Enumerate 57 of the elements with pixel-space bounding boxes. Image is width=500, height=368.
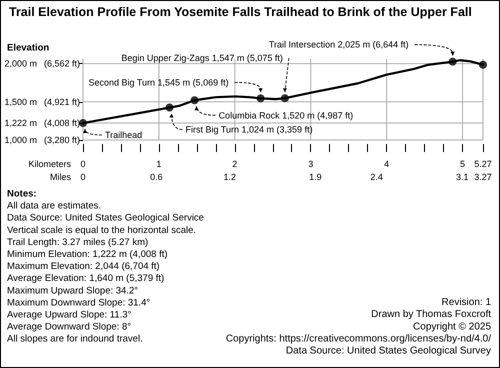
text: Drawn by Thomas Foxcroft	[371, 309, 492, 320]
text: Revision: 1	[442, 297, 492, 308]
y-tick-label: 1,000 m	[4, 135, 37, 145]
annotation: First Big Turn 1,024 m (3,359 ft)	[186, 124, 313, 135]
text: All data are estimates.	[7, 200, 101, 212]
annotation: Begin Upper Zig-Zags 1,547 m (5,075 ft)	[121, 53, 283, 64]
text: Average Upward Slope: 11.3°	[7, 310, 132, 320]
x-tick-label: 5	[460, 159, 466, 169]
text: All slopes are for indound travel.	[7, 334, 143, 345]
x-tick-label: 1	[156, 159, 162, 169]
y-axis-title: Elevation	[7, 42, 50, 54]
y-tick-label: 1,500 m	[4, 96, 37, 107]
annotation: Columbia Rock 1,520 m (4,987 ft)	[218, 110, 354, 120]
x2-tick-label: 2.4	[370, 172, 383, 182]
point	[79, 119, 87, 128]
text: Minimum Elevation: 1,222 m (4,008 ft)	[7, 249, 168, 260]
text: Vertical scale is equal to the horizontal scale.	[7, 224, 196, 236]
source-note: Data Source: United States Geological Survey	[286, 346, 491, 356]
y-tick-label: 2,000 m	[4, 58, 37, 69]
x-tick-label: 2	[232, 159, 238, 169]
text: Maximum Elevation: 2,044 (6,704 ft)	[7, 261, 160, 272]
x2-tick-label: 3.1	[456, 172, 468, 182]
x-tick-label: 3	[308, 159, 314, 169]
chart-title: Trail Elevation Profile From Yosemite Falls Trailhead to Brink of the Upper Fall	[9, 5, 472, 19]
y2-tick-label: (4,921 ft)	[44, 96, 80, 107]
point	[166, 104, 174, 112]
text: Average Elevation: 1,640 m (5,379 ft)	[7, 273, 164, 284]
annotation: Trail Intersection 2,025 m (6,644 ft)	[268, 40, 409, 50]
text: Maximum Upward Slope: 34.2°	[7, 285, 138, 296]
text: Average Downward Slope: 8°	[7, 322, 132, 333]
text: Maximum Downward Slope: 31.4°	[7, 297, 150, 308]
x2-axis-title: Miles	[50, 172, 72, 182]
source-note: Data Source: United States Geological Service	[7, 212, 204, 224]
point	[190, 96, 199, 104]
x2-tick-label: 0.6	[150, 172, 163, 182]
y2-tick-label: (4,008 ft)	[44, 118, 80, 128]
x-tick-label: 0	[80, 159, 86, 169]
point	[448, 58, 457, 66]
x-axis-title: Kilometers	[28, 159, 72, 169]
point	[280, 94, 289, 102]
text: Trail Length: 3.27 miles (5.27 km)	[7, 236, 148, 248]
y2-tick-label: (6,562 ft)	[44, 58, 80, 69]
y2-tick-label: (3,280 ft)	[44, 135, 80, 145]
x2-tick-label: 1.2	[224, 172, 236, 182]
annotation: Second Big Turn 1,545 m (5,069 ft)	[88, 77, 229, 88]
x-tick-label: 5.27	[474, 159, 492, 169]
text: Copyright © 2025	[413, 321, 492, 332]
x-tick-label: 4	[384, 159, 390, 169]
x2-tick-label: 3.27	[474, 172, 492, 182]
point	[256, 94, 265, 102]
y-tick-label: 1,222 m	[4, 118, 37, 128]
annotation: Trailhead	[105, 130, 142, 140]
point	[479, 60, 487, 69]
text: Copyrights: https://creativecommons.org/licenses/by-nd/4.0/	[226, 333, 492, 344]
text: Notes:	[7, 188, 37, 200]
x2-tick-label: 0	[80, 172, 86, 182]
x2-tick-label: 1.9	[309, 172, 322, 182]
